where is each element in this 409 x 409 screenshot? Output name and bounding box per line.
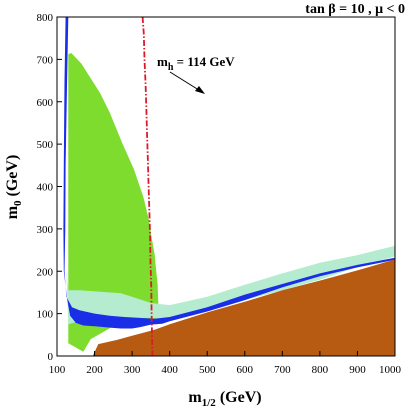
line-higgs-limit [141, 17, 154, 356]
y-axis-title-sub: 0 [12, 200, 24, 206]
annotation-text: = 114 GeV [173, 54, 235, 69]
x-axis-title-unit: (GeV) [216, 389, 262, 406]
regions-layer [63, 17, 395, 356]
region-stau-lsp-brown [92, 259, 395, 356]
x-tick-label: 900 [349, 364, 366, 376]
y-axis-title-unit: (GeV) [4, 155, 21, 201]
higgs-annotation: mh = 114 GeV [157, 54, 235, 94]
svg-text:mh = 114 GeV: mh = 114 GeV [157, 54, 235, 73]
x-tick-label: 800 [312, 364, 329, 376]
region-g-2-light-green [66, 245, 395, 325]
x-axis-title: m1/2 (GeV) [188, 389, 261, 409]
y-tick-label: 200 [37, 266, 54, 278]
y-tick-label: 100 [37, 309, 54, 321]
x-axis-title-sub: 1/2 [202, 397, 217, 409]
x-tick-label: 700 [274, 364, 291, 376]
y-tick-label: 800 [37, 12, 54, 24]
y-axis: 0 100 200 300 400 500 600 700 800 [37, 12, 62, 363]
x-axis: 100 200 300 400 500 600 700 800 900 1000 [49, 351, 402, 376]
chart-title: tan β = 10 , μ < 0 [305, 2, 405, 17]
x-tick-label: 600 [237, 364, 254, 376]
x-tick-label: 300 [124, 364, 141, 376]
x-tick-label: 1000 [379, 364, 402, 376]
x-tick-label: 200 [86, 364, 103, 376]
y-tick-label: 400 [37, 182, 54, 194]
annotation-arrowhead [195, 86, 205, 94]
annotation-arrow [169, 71, 203, 93]
y-axis-title-main: m [4, 205, 21, 219]
y-tick-label: 300 [37, 224, 54, 236]
y-axis-title: m0 (GeV) [4, 155, 24, 220]
lines-layer [141, 17, 154, 356]
y-tick-label: 500 [37, 139, 54, 151]
x-tick-label: 500 [199, 364, 216, 376]
x-tick-label: 400 [161, 364, 178, 376]
annotation-sub: h [168, 62, 174, 73]
y-tick-label: 0 [48, 351, 54, 363]
x-tick-label: 100 [49, 364, 66, 376]
y-tick-label: 600 [37, 97, 54, 109]
region-bsg-excluded-green [68, 53, 160, 352]
y-tick-label: 700 [37, 54, 54, 66]
annotation-main: m [157, 54, 168, 69]
x-axis-title-main: m [188, 389, 202, 406]
